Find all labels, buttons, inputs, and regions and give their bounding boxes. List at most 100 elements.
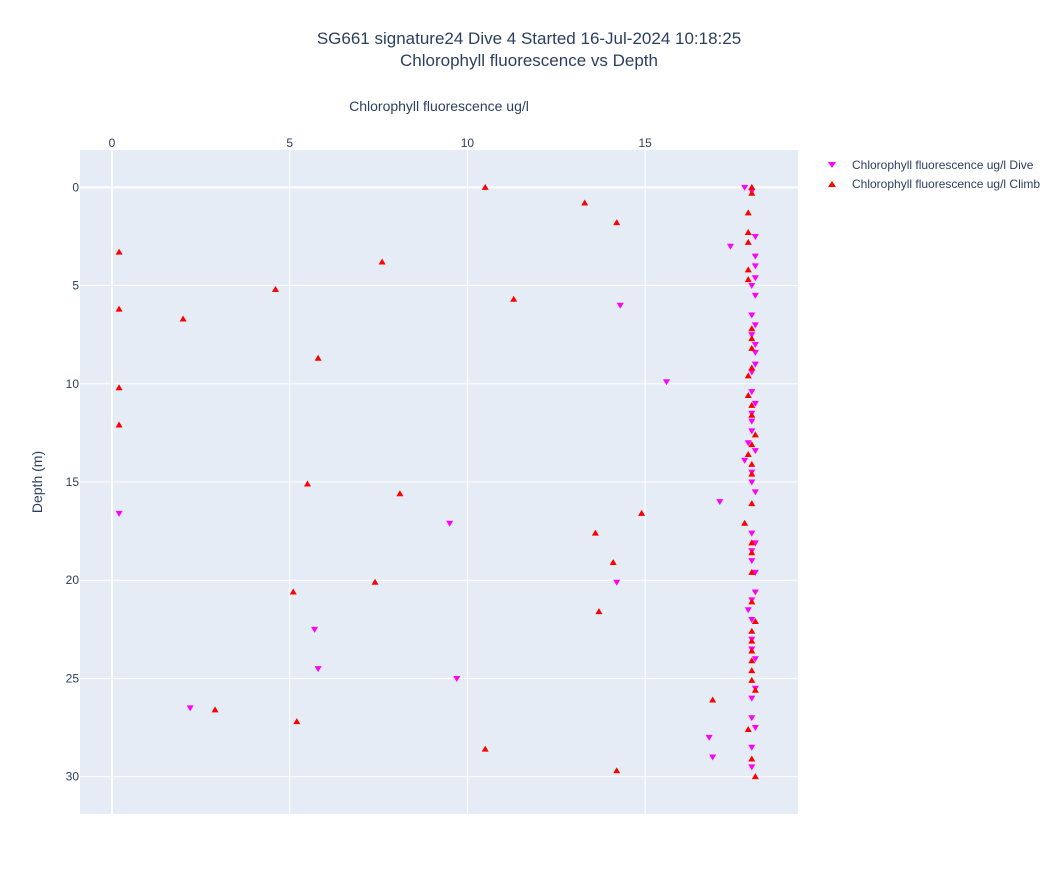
climb-point[interactable]	[211, 706, 219, 713]
dive-point[interactable]	[751, 341, 759, 348]
climb-point[interactable]	[481, 183, 489, 190]
climb-point[interactable]	[744, 726, 752, 733]
dive-point[interactable]	[613, 579, 621, 586]
climb-point[interactable]	[709, 696, 717, 703]
climb-point[interactable]	[744, 450, 752, 457]
dive-point[interactable]	[751, 292, 759, 299]
climb-point[interactable]	[179, 315, 187, 322]
dive-point[interactable]	[748, 558, 756, 565]
climb-point[interactable]	[748, 627, 756, 634]
dive-point[interactable]	[751, 589, 759, 596]
climb-point[interactable]	[115, 421, 123, 428]
dive-point[interactable]	[186, 705, 194, 712]
climb-point[interactable]	[303, 480, 311, 487]
dive-point[interactable]	[751, 349, 759, 356]
dive-point[interactable]	[751, 233, 759, 240]
climb-point[interactable]	[748, 568, 756, 575]
legend-item-climb[interactable]: Chlorophyll fluorescence ug/l Climb	[828, 177, 1040, 191]
dive-point[interactable]	[748, 428, 756, 435]
dive-point[interactable]	[748, 312, 756, 319]
climb-point[interactable]	[748, 647, 756, 654]
climb-point[interactable]	[748, 657, 756, 664]
climb-point[interactable]	[748, 325, 756, 332]
climb-point[interactable]	[744, 238, 752, 245]
dive-point[interactable]	[748, 715, 756, 722]
climb-point[interactable]	[115, 305, 123, 312]
climb-point[interactable]	[748, 637, 756, 644]
climb-point[interactable]	[609, 559, 617, 566]
legend-item-dive[interactable]: Chlorophyll fluorescence ug/l Dive	[828, 158, 1034, 172]
dive-point[interactable]	[748, 389, 756, 396]
climb-point[interactable]	[748, 549, 756, 556]
climb-point[interactable]	[371, 578, 379, 585]
climb-point[interactable]	[748, 539, 756, 546]
dive-point[interactable]	[115, 510, 123, 517]
dive-point[interactable]	[748, 479, 756, 486]
dive-point[interactable]	[751, 569, 759, 576]
dive-point[interactable]	[751, 656, 759, 663]
climb-point[interactable]	[748, 460, 756, 467]
climb-point[interactable]	[748, 470, 756, 477]
dive-point[interactable]	[751, 448, 759, 455]
legend[interactable]: Chlorophyll fluorescence ug/l Dive Chlor…	[828, 158, 1040, 191]
dive-point[interactable]	[741, 184, 749, 191]
dive-point[interactable]	[311, 626, 319, 633]
dive-point[interactable]	[616, 302, 624, 309]
dive-point[interactable]	[748, 617, 756, 624]
dive-point[interactable]	[748, 695, 756, 702]
climb-point[interactable]	[744, 372, 752, 379]
dive-point[interactable]	[716, 499, 724, 506]
dive-point[interactable]	[748, 530, 756, 537]
climb-point[interactable]	[748, 598, 756, 605]
dive-point[interactable]	[741, 457, 749, 464]
dive-point[interactable]	[751, 322, 759, 329]
climb-point[interactable]	[748, 364, 756, 371]
dive-point[interactable]	[709, 754, 717, 761]
climb-point[interactable]	[751, 617, 759, 624]
dive-point[interactable]	[751, 263, 759, 270]
dive-point[interactable]	[748, 369, 756, 376]
climb-point[interactable]	[748, 401, 756, 408]
climb-point[interactable]	[396, 490, 404, 497]
climb-point[interactable]	[613, 219, 621, 226]
climb-point[interactable]	[293, 718, 301, 725]
climb-point[interactable]	[744, 266, 752, 273]
climb-point[interactable]	[744, 392, 752, 399]
climb-point[interactable]	[378, 258, 386, 265]
climb-point[interactable]	[748, 411, 756, 418]
dive-point[interactable]	[751, 725, 759, 732]
climb-point[interactable]	[115, 384, 123, 391]
climb-point[interactable]	[581, 199, 589, 206]
climb-point[interactable]	[744, 229, 752, 236]
climb-point[interactable]	[115, 248, 123, 255]
dive-point[interactable]	[705, 734, 713, 741]
climb-point[interactable]	[748, 441, 756, 448]
dive-point[interactable]	[748, 744, 756, 751]
dive-point[interactable]	[744, 440, 752, 447]
climb-point[interactable]	[751, 686, 759, 693]
climb-point[interactable]	[748, 183, 756, 190]
dive-point[interactable]	[726, 243, 734, 250]
climb-point[interactable]	[271, 285, 279, 292]
climb-point[interactable]	[751, 773, 759, 780]
climb-point[interactable]	[510, 295, 518, 302]
dive-point[interactable]	[751, 275, 759, 282]
climb-point[interactable]	[613, 767, 621, 774]
dive-point[interactable]	[748, 764, 756, 771]
climb-point[interactable]	[748, 500, 756, 507]
dive-point[interactable]	[744, 607, 752, 614]
climb-point[interactable]	[748, 344, 756, 351]
climb-point[interactable]	[751, 431, 759, 438]
climb-point[interactable]	[744, 209, 752, 216]
dive-point[interactable]	[748, 418, 756, 425]
climb-point[interactable]	[481, 745, 489, 752]
dive-point[interactable]	[751, 253, 759, 260]
climb-point[interactable]	[748, 667, 756, 674]
climb-point[interactable]	[591, 529, 599, 536]
climb-point[interactable]	[744, 276, 752, 283]
dive-point[interactable]	[751, 400, 759, 407]
climb-point[interactable]	[289, 588, 297, 595]
dive-point[interactable]	[751, 540, 759, 547]
dive-point[interactable]	[314, 666, 322, 673]
climb-point[interactable]	[314, 354, 322, 361]
